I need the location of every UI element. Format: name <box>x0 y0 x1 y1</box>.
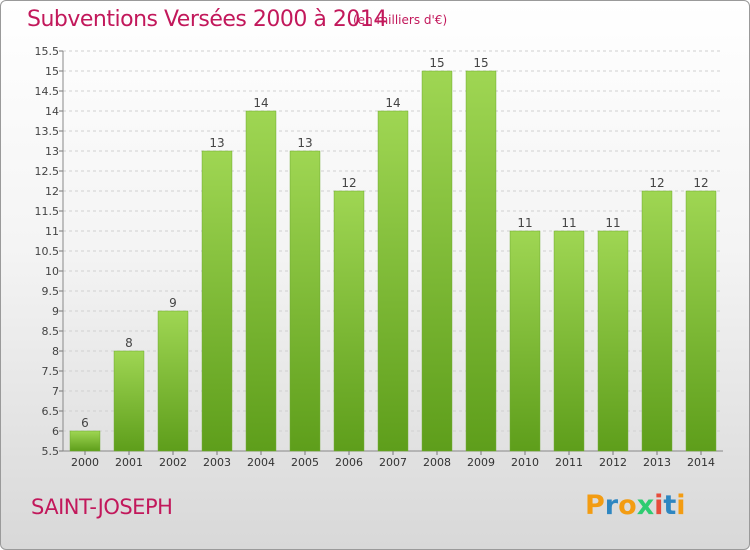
y-tick-label: 13.5 <box>35 125 60 138</box>
data-label: 12 <box>341 176 356 190</box>
y-tick-label: 9.5 <box>42 285 60 298</box>
x-tick-label: 2005 <box>291 456 319 469</box>
y-tick-label: 10.5 <box>35 245 60 258</box>
data-label: 11 <box>517 216 532 230</box>
data-label: 15 <box>473 56 488 70</box>
x-tick-label: 2000 <box>71 456 99 469</box>
bar-2000 <box>69 430 101 452</box>
data-label: 14 <box>253 96 268 110</box>
logo-letter: P <box>585 490 605 521</box>
x-tick-label: 2006 <box>335 456 363 469</box>
logo-letter: x <box>636 490 655 521</box>
data-label: 14 <box>385 96 400 110</box>
logo-letter: r <box>604 490 619 521</box>
bar-2006 <box>333 190 365 452</box>
y-tick-label: 14 <box>45 105 59 118</box>
data-label: 11 <box>605 216 620 230</box>
data-labels: 6 8 9 13 14 13 12 14 15 15 11 11 11 12 12 <box>81 56 708 430</box>
logo-letter: i <box>654 490 664 521</box>
y-tick-label: 15 <box>45 65 59 78</box>
bar-2007 <box>377 110 409 452</box>
logo-letter: o <box>618 490 637 521</box>
y-tick-label: 11 <box>45 225 59 238</box>
x-axis-ticks: 2000 2001 2002 2003 2004 2005 2006 2007 2008 2009… <box>71 451 715 469</box>
bar-2013 <box>641 190 673 452</box>
x-tick-label: 2014 <box>687 456 715 469</box>
bar-2005 <box>289 150 321 452</box>
x-tick-label: 2011 <box>555 456 583 469</box>
chart-title: Subventions Versées 2000 à 2014 <box>27 7 387 32</box>
y-tick-label: 6 <box>52 425 59 438</box>
bar-2009 <box>465 70 497 452</box>
y-tick-label: 7.5 <box>42 365 60 378</box>
y-tick-label: 11.5 <box>35 205 60 218</box>
y-tick-label: 9 <box>52 305 59 318</box>
bar-2002 <box>157 310 189 452</box>
bar-2010 <box>509 230 541 452</box>
bar-2008 <box>421 70 453 452</box>
chart-subtitle: (en milliers d'€) <box>353 13 448 27</box>
x-tick-label: 2001 <box>115 456 143 469</box>
data-label: 13 <box>209 136 224 150</box>
data-label: 8 <box>125 336 133 350</box>
y-tick-label: 15.5 <box>35 45 60 58</box>
x-tick-label: 2013 <box>643 456 671 469</box>
x-tick-label: 2009 <box>467 456 495 469</box>
y-tick-label: 5.5 <box>42 445 60 458</box>
proxiti-logo[interactable]: Proxiti <box>585 490 686 521</box>
bar-2014 <box>685 190 717 452</box>
y-tick-label: 12.5 <box>35 165 60 178</box>
x-tick-label: 2003 <box>203 456 231 469</box>
x-tick-label: 2002 <box>159 456 187 469</box>
x-tick-label: 2010 <box>511 456 539 469</box>
y-tick-label: 6.5 <box>42 405 60 418</box>
data-label: 13 <box>297 136 312 150</box>
bar-2011 <box>553 230 585 452</box>
y-tick-label: 8.5 <box>42 325 60 338</box>
data-label: 12 <box>693 176 708 190</box>
data-label: 11 <box>561 216 576 230</box>
x-tick-label: 2012 <box>599 456 627 469</box>
commune-name: SAINT-JOSEPH <box>31 495 173 519</box>
bar-2001 <box>113 350 145 452</box>
y-tick-label: 13 <box>45 145 59 158</box>
logo-letter: i <box>676 490 686 521</box>
y-tick-label: 10 <box>45 265 59 278</box>
data-label: 9 <box>169 296 177 310</box>
data-label: 12 <box>649 176 664 190</box>
data-label: 6 <box>81 416 89 430</box>
bar-2012 <box>597 230 629 452</box>
x-tick-label: 2004 <box>247 456 275 469</box>
y-tick-label: 8 <box>52 345 59 358</box>
data-label: 15 <box>429 56 444 70</box>
bar-2003 <box>201 150 233 452</box>
x-tick-label: 2008 <box>423 456 451 469</box>
y-tick-label: 14.5 <box>35 85 60 98</box>
bar-2004 <box>245 110 277 452</box>
x-tick-label: 2007 <box>379 456 407 469</box>
y-tick-label: 12 <box>45 185 59 198</box>
bars <box>69 70 717 452</box>
logo-letter: t <box>663 490 677 521</box>
y-tick-label: 7 <box>52 385 59 398</box>
